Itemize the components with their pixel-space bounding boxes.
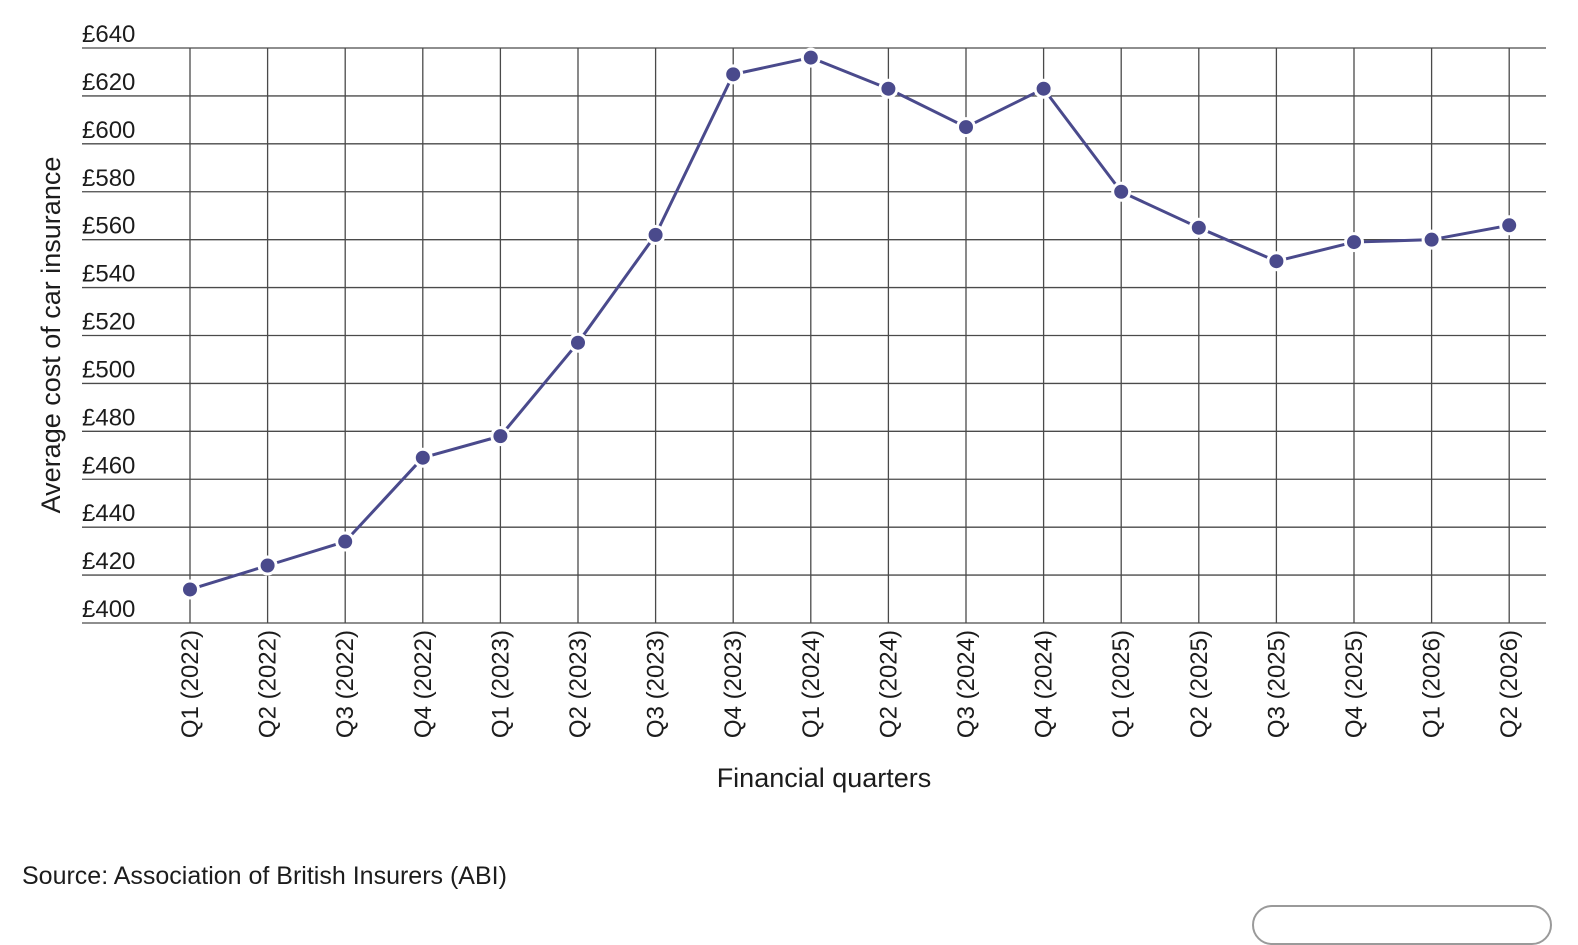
y-tick-label: £620 <box>82 69 135 96</box>
grid <box>82 47 1546 624</box>
data-point <box>1499 215 1520 236</box>
y-tick-label: £500 <box>82 356 135 383</box>
x-tick-label: Q3 (2024) <box>953 630 980 738</box>
cropped-button-outline <box>1252 905 1552 945</box>
x-axis-label: Financial quarters <box>717 763 932 793</box>
y-tick-label: £520 <box>82 309 135 336</box>
data-point <box>490 426 511 447</box>
y-tick-label: £640 <box>82 21 135 48</box>
y-tick-label: £580 <box>82 165 135 192</box>
x-tick-label: Q1 (2023) <box>487 630 514 738</box>
x-tick-label: Q1 (2022) <box>177 630 204 738</box>
source-note: Source: Association of British Insurers … <box>22 862 507 890</box>
y-tick-label: £400 <box>82 596 135 623</box>
x-tick-label: Q2 (2026) <box>1496 630 1523 738</box>
y-tick-label: £440 <box>82 500 135 527</box>
y-axis-ticks: £400 £420 £440 £460 £480 £500 £520 £540 £560 £580… <box>82 21 135 623</box>
data-point <box>1421 229 1442 250</box>
y-axis-label: Average cost of car insurance <box>36 157 66 514</box>
series <box>180 47 1520 600</box>
x-tick-label: Q3 (2022) <box>332 630 359 738</box>
data-point <box>335 531 356 552</box>
x-tick-label: Q2 (2022) <box>255 630 282 738</box>
x-tick-label: Q4 (2023) <box>720 630 747 738</box>
data-point <box>412 447 433 468</box>
y-tick-label: £560 <box>82 213 135 240</box>
data-point <box>568 332 588 353</box>
y-tick-label: £600 <box>82 117 135 144</box>
data-point <box>1033 78 1054 99</box>
y-tick-label: £480 <box>82 404 135 431</box>
data-point <box>1188 217 1209 238</box>
line-chart: £400 £420 £440 £460 £480 £500 £520 £540 £560 £580… <box>36 21 1546 793</box>
x-tick-label: Q2 (2024) <box>875 630 902 738</box>
x-tick-label: Q4 (2022) <box>410 630 437 738</box>
data-point <box>180 579 200 600</box>
series-line <box>189 56 1510 591</box>
x-tick-label: Q2 (2023) <box>565 630 592 738</box>
data-point <box>1266 251 1287 272</box>
data-point <box>257 555 278 576</box>
x-tick-label: Q2 (2025) <box>1186 630 1213 738</box>
data-point <box>645 224 666 245</box>
data-point <box>723 64 744 85</box>
y-tick-label: £420 <box>82 548 135 575</box>
x-tick-label: Q1 (2024) <box>798 630 825 738</box>
data-point <box>1344 232 1364 253</box>
x-tick-label: Q4 (2024) <box>1031 630 1058 738</box>
y-tick-label: £460 <box>82 452 135 479</box>
y-tick-label: £540 <box>82 261 135 288</box>
x-tick-label: Q1 (2025) <box>1108 630 1135 738</box>
x-tick-label: Q3 (2023) <box>643 630 670 738</box>
x-tick-label: Q4 (2025) <box>1341 630 1368 738</box>
data-point <box>1111 181 1132 202</box>
data-point <box>956 117 976 138</box>
x-axis-ticks: Q1 (2022) Q2 (2022) Q3 (2022) Q4 (2022) Q1 (… <box>177 630 1523 738</box>
x-tick-label: Q3 (2025) <box>1263 630 1290 738</box>
data-point <box>878 78 899 99</box>
data-point <box>800 47 821 68</box>
x-tick-label: Q1 (2026) <box>1419 630 1446 738</box>
